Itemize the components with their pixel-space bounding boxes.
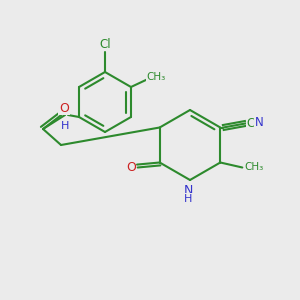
Text: CH₃: CH₃ [245, 163, 264, 172]
Text: Cl: Cl [99, 38, 111, 50]
Text: C: C [246, 117, 254, 130]
Text: N: N [255, 116, 264, 129]
Text: N: N [60, 100, 70, 113]
Text: N: N [183, 184, 193, 197]
Text: CH₃: CH₃ [146, 72, 166, 82]
Text: H: H [61, 121, 69, 131]
Text: O: O [59, 101, 69, 115]
Text: H: H [184, 194, 192, 204]
Text: O: O [126, 161, 136, 174]
